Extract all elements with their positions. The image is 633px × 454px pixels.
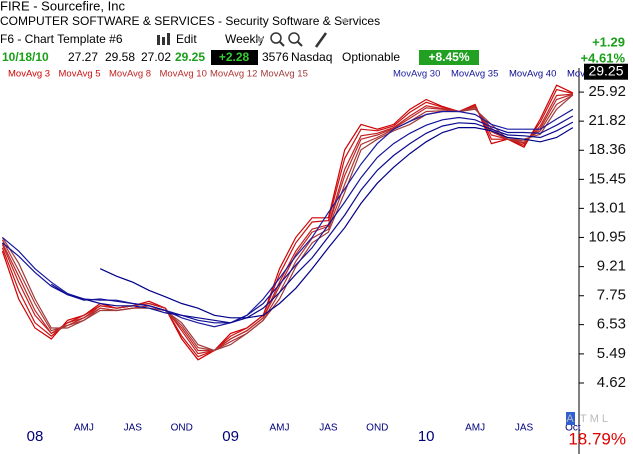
tab-a-box — [566, 412, 575, 425]
optionable: Optionable — [342, 50, 400, 64]
y-tick-label: 6.53 — [597, 316, 626, 333]
legend-entry: MovAvg 35 — [451, 69, 498, 80]
x-tick-label: 10 — [418, 428, 435, 445]
zoom-out[interactable] — [288, 32, 303, 47]
x-tick-label: Oct — [565, 423, 581, 434]
legend-entry: MovAvg 3 — [8, 69, 50, 80]
x-tick-label: JAS — [515, 423, 534, 434]
y-tick-label: 5.49 — [597, 345, 626, 362]
legend-entry: MovAvg 40 — [509, 69, 556, 80]
volume: 3576 — [262, 50, 289, 64]
legend-entry: MovAvg 12 — [210, 69, 257, 80]
right-change-pct: +4.61% — [581, 50, 626, 65]
y-tick-label: 18.36 — [588, 141, 626, 158]
x-tick-label: AMJ — [270, 423, 290, 434]
high: 29.58 — [105, 50, 135, 64]
last-price: 29.25 — [588, 62, 623, 78]
y-tick-label: 7.75 — [597, 287, 626, 304]
x-tick-label: JAS — [124, 423, 143, 434]
date: 10/18/10 — [2, 50, 49, 64]
y-tick-label: 13.01 — [588, 199, 626, 216]
dropdown-arrow — [256, 38, 264, 43]
legend-entry: MovAvg 15 — [261, 69, 308, 80]
x-tick-label: AMJ — [74, 423, 94, 434]
ma-line — [2, 115, 574, 324]
open: 27.27 — [68, 50, 98, 64]
exchange: Nasdaq — [291, 50, 332, 64]
footer-percent: 18.79% — [568, 429, 626, 448]
y-tick-label: 25.92 — [588, 83, 626, 100]
change-box — [211, 50, 258, 65]
edit-icon — [157, 33, 170, 45]
tab-a[interactable]: A — [566, 413, 574, 425]
x-tick-label: JAS — [319, 423, 338, 434]
ma-line — [2, 108, 574, 328]
dropdown-arrow — [341, 19, 349, 24]
change-pct: +8.45% — [428, 50, 469, 64]
legend-entry: MovAvg 10 — [160, 69, 207, 80]
draw-tool[interactable] — [314, 32, 328, 48]
edit-button[interactable]: Edit — [176, 32, 197, 46]
x-tick-label: 09 — [222, 428, 239, 445]
plot — [1, 84, 574, 361]
right-change: +1.29 — [592, 34, 625, 49]
close: 29.25 — [175, 50, 205, 64]
symbol-line: FIRE - Sourcefire, Inc — [0, 0, 125, 13]
tab-tml[interactable]: TML — [580, 413, 611, 425]
y-tick-label: 10.95 — [588, 228, 626, 245]
legend-entry: MovAvg 5 — [59, 69, 101, 80]
x-tick-label: AMJ — [465, 423, 485, 434]
y-tick-label: 4.62 — [597, 374, 626, 391]
low: 27.02 — [141, 50, 171, 64]
period-select[interactable]: Weekly — [225, 32, 264, 46]
legend-entry: MovAvg 8 — [109, 69, 151, 80]
ma-line — [50, 121, 574, 324]
pct-box — [419, 50, 479, 65]
industry[interactable]: COMPUTER SOFTWARE & SERVICES - Security … — [0, 14, 380, 28]
x-tick-label: OND — [171, 423, 193, 434]
y-tick-label: 9.21 — [597, 258, 626, 275]
legend-entry: MovAvg 30 — [393, 69, 440, 80]
y-tick-label: 15.45 — [588, 170, 626, 187]
x-tick-label: 08 — [27, 428, 44, 445]
x-tick-label: OND — [366, 423, 388, 434]
overlay: 25.92 21.82 18.36 15.45 13.01 10.95 9.21 7.75 6.… — [8, 62, 628, 445]
y-tick-label: 21.82 — [588, 112, 626, 129]
ma-line — [99, 127, 574, 319]
last-price-box — [584, 63, 628, 80]
zoom-in[interactable] — [270, 32, 285, 47]
template[interactable]: F6 - Chart Template #6 — [0, 32, 123, 46]
change: +2.28 — [219, 50, 250, 64]
